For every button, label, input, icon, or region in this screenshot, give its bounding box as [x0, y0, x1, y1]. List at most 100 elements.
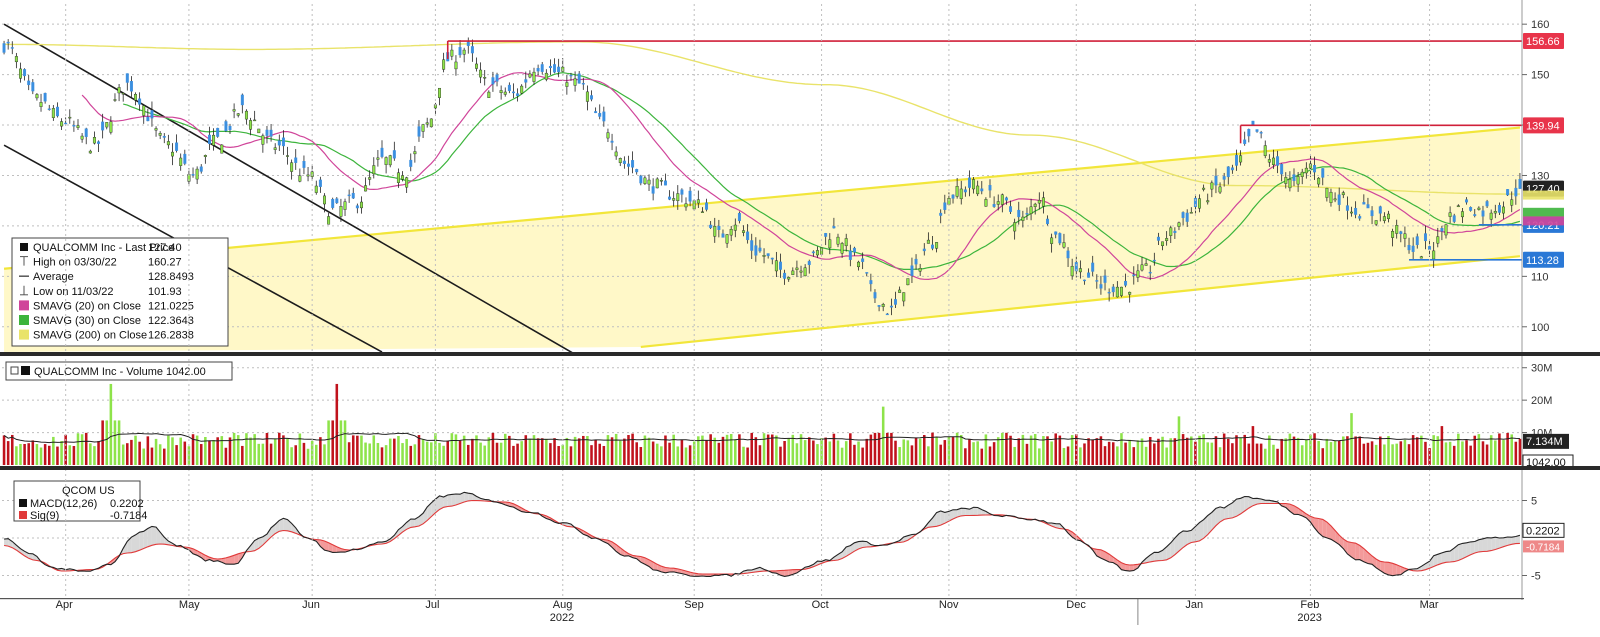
- macd-above-fill: [443, 494, 448, 508]
- candle: [1288, 179, 1292, 189]
- macd-below-fill: [1125, 564, 1130, 572]
- macd-above-fill: [439, 495, 444, 510]
- volume-bar: [770, 434, 774, 465]
- volume-legend-toggle-icon[interactable]: [10, 366, 19, 375]
- candle: [384, 157, 388, 165]
- volume-bar: [959, 435, 963, 465]
- volume-bar: [134, 435, 137, 465]
- volume-bar: [1001, 432, 1004, 465]
- volume-bar: [1185, 437, 1189, 465]
- candle: [88, 150, 92, 154]
- macd-below-fill: [1109, 554, 1114, 563]
- candle: [943, 202, 947, 210]
- macd-legend-box: [13, 480, 141, 522]
- volume-bar: [89, 443, 92, 465]
- volume-bar: [577, 438, 581, 465]
- legend-icon-price: [20, 243, 28, 251]
- candle: [388, 155, 392, 166]
- macd-above-fill: [1507, 536, 1512, 546]
- candle: [1103, 275, 1107, 283]
- candle: [339, 206, 343, 217]
- candle: [705, 202, 709, 210]
- volume-bar: [314, 444, 318, 465]
- volume-bar: [360, 435, 363, 465]
- candle: [121, 92, 125, 95]
- candle: [220, 144, 224, 154]
- volume-bar: [1403, 439, 1407, 465]
- volume-bar: [1132, 447, 1136, 465]
- candle: [594, 111, 598, 114]
- price-tag: [1523, 33, 1564, 50]
- candle: [557, 66, 561, 73]
- candle: [1378, 206, 1382, 214]
- candle: [142, 105, 146, 116]
- macd-above-fill: [1199, 519, 1204, 541]
- volume-bar: [1436, 436, 1440, 465]
- candle: [1415, 236, 1419, 246]
- volume-bar: [1288, 433, 1292, 465]
- candle: [1111, 286, 1115, 293]
- candle: [335, 198, 339, 204]
- candle: [516, 93, 520, 96]
- macd-below-fill: [1384, 562, 1389, 575]
- candle: [80, 135, 84, 140]
- candle: [2, 43, 6, 53]
- volume-bar: [1374, 444, 1378, 465]
- candle: [902, 292, 906, 302]
- legend-value: 122.3643: [148, 315, 194, 327]
- candle: [869, 280, 873, 285]
- candle: [1119, 286, 1123, 296]
- volume-bar: [121, 444, 125, 465]
- candle: [1046, 218, 1049, 225]
- volume-bar: [1342, 436, 1345, 465]
- price-tick-label: 130: [1531, 170, 1549, 182]
- volume-bar: [273, 438, 277, 465]
- volume-bar: [972, 442, 975, 465]
- volume-bar: [1099, 436, 1103, 465]
- candle: [770, 257, 774, 260]
- candle: [27, 80, 31, 86]
- candle: [351, 192, 355, 199]
- volume-bar: [179, 437, 182, 465]
- volume-bar: [195, 435, 199, 465]
- candle: [758, 247, 762, 252]
- volume-bar: [1296, 437, 1300, 465]
- volume-bar: [438, 442, 441, 465]
- candle: [1083, 279, 1086, 282]
- volume-bar: [1498, 433, 1501, 465]
- volume-bar: [1144, 446, 1148, 465]
- macd-above-fill: [1474, 539, 1479, 554]
- legend-label: SMAVG (30) on Close: [33, 315, 141, 327]
- volume-bar: [709, 434, 712, 465]
- volume-bar: [1432, 435, 1435, 465]
- volume-bar: [799, 434, 803, 465]
- volume-bar: [462, 435, 466, 465]
- macd-above-fill: [1240, 496, 1245, 514]
- volume-bar: [417, 435, 421, 465]
- candle: [544, 72, 548, 80]
- volume-bar: [746, 447, 749, 465]
- candle: [240, 94, 244, 106]
- candle: [113, 99, 117, 101]
- volume-bar: [6, 441, 10, 465]
- volume-bar: [466, 444, 470, 465]
- macd-below-fill: [1100, 549, 1106, 560]
- volume-bar: [1173, 438, 1177, 465]
- volume-bar: [343, 420, 347, 465]
- volume-bar: [931, 432, 934, 465]
- volume-bar: [1222, 433, 1226, 465]
- candle: [479, 69, 483, 78]
- volume-bar: [927, 446, 930, 465]
- volume-bar: [734, 439, 737, 465]
- candle: [43, 92, 47, 102]
- volume-average-tag: [1523, 433, 1569, 449]
- candle: [614, 151, 618, 157]
- volume-bar: [532, 435, 536, 465]
- price-tag-label: 113.28: [1526, 255, 1559, 267]
- candle: [721, 233, 725, 238]
- candle: [696, 199, 700, 204]
- volume-bar: [1005, 432, 1008, 465]
- candle: [23, 69, 27, 77]
- macd-above-fill: [1211, 508, 1216, 531]
- candle: [318, 179, 322, 187]
